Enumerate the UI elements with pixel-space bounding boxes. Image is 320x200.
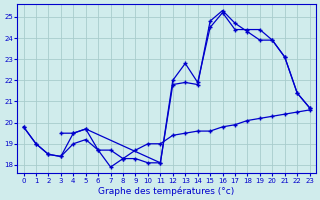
X-axis label: Graphe des températures (°c): Graphe des températures (°c) — [99, 186, 235, 196]
